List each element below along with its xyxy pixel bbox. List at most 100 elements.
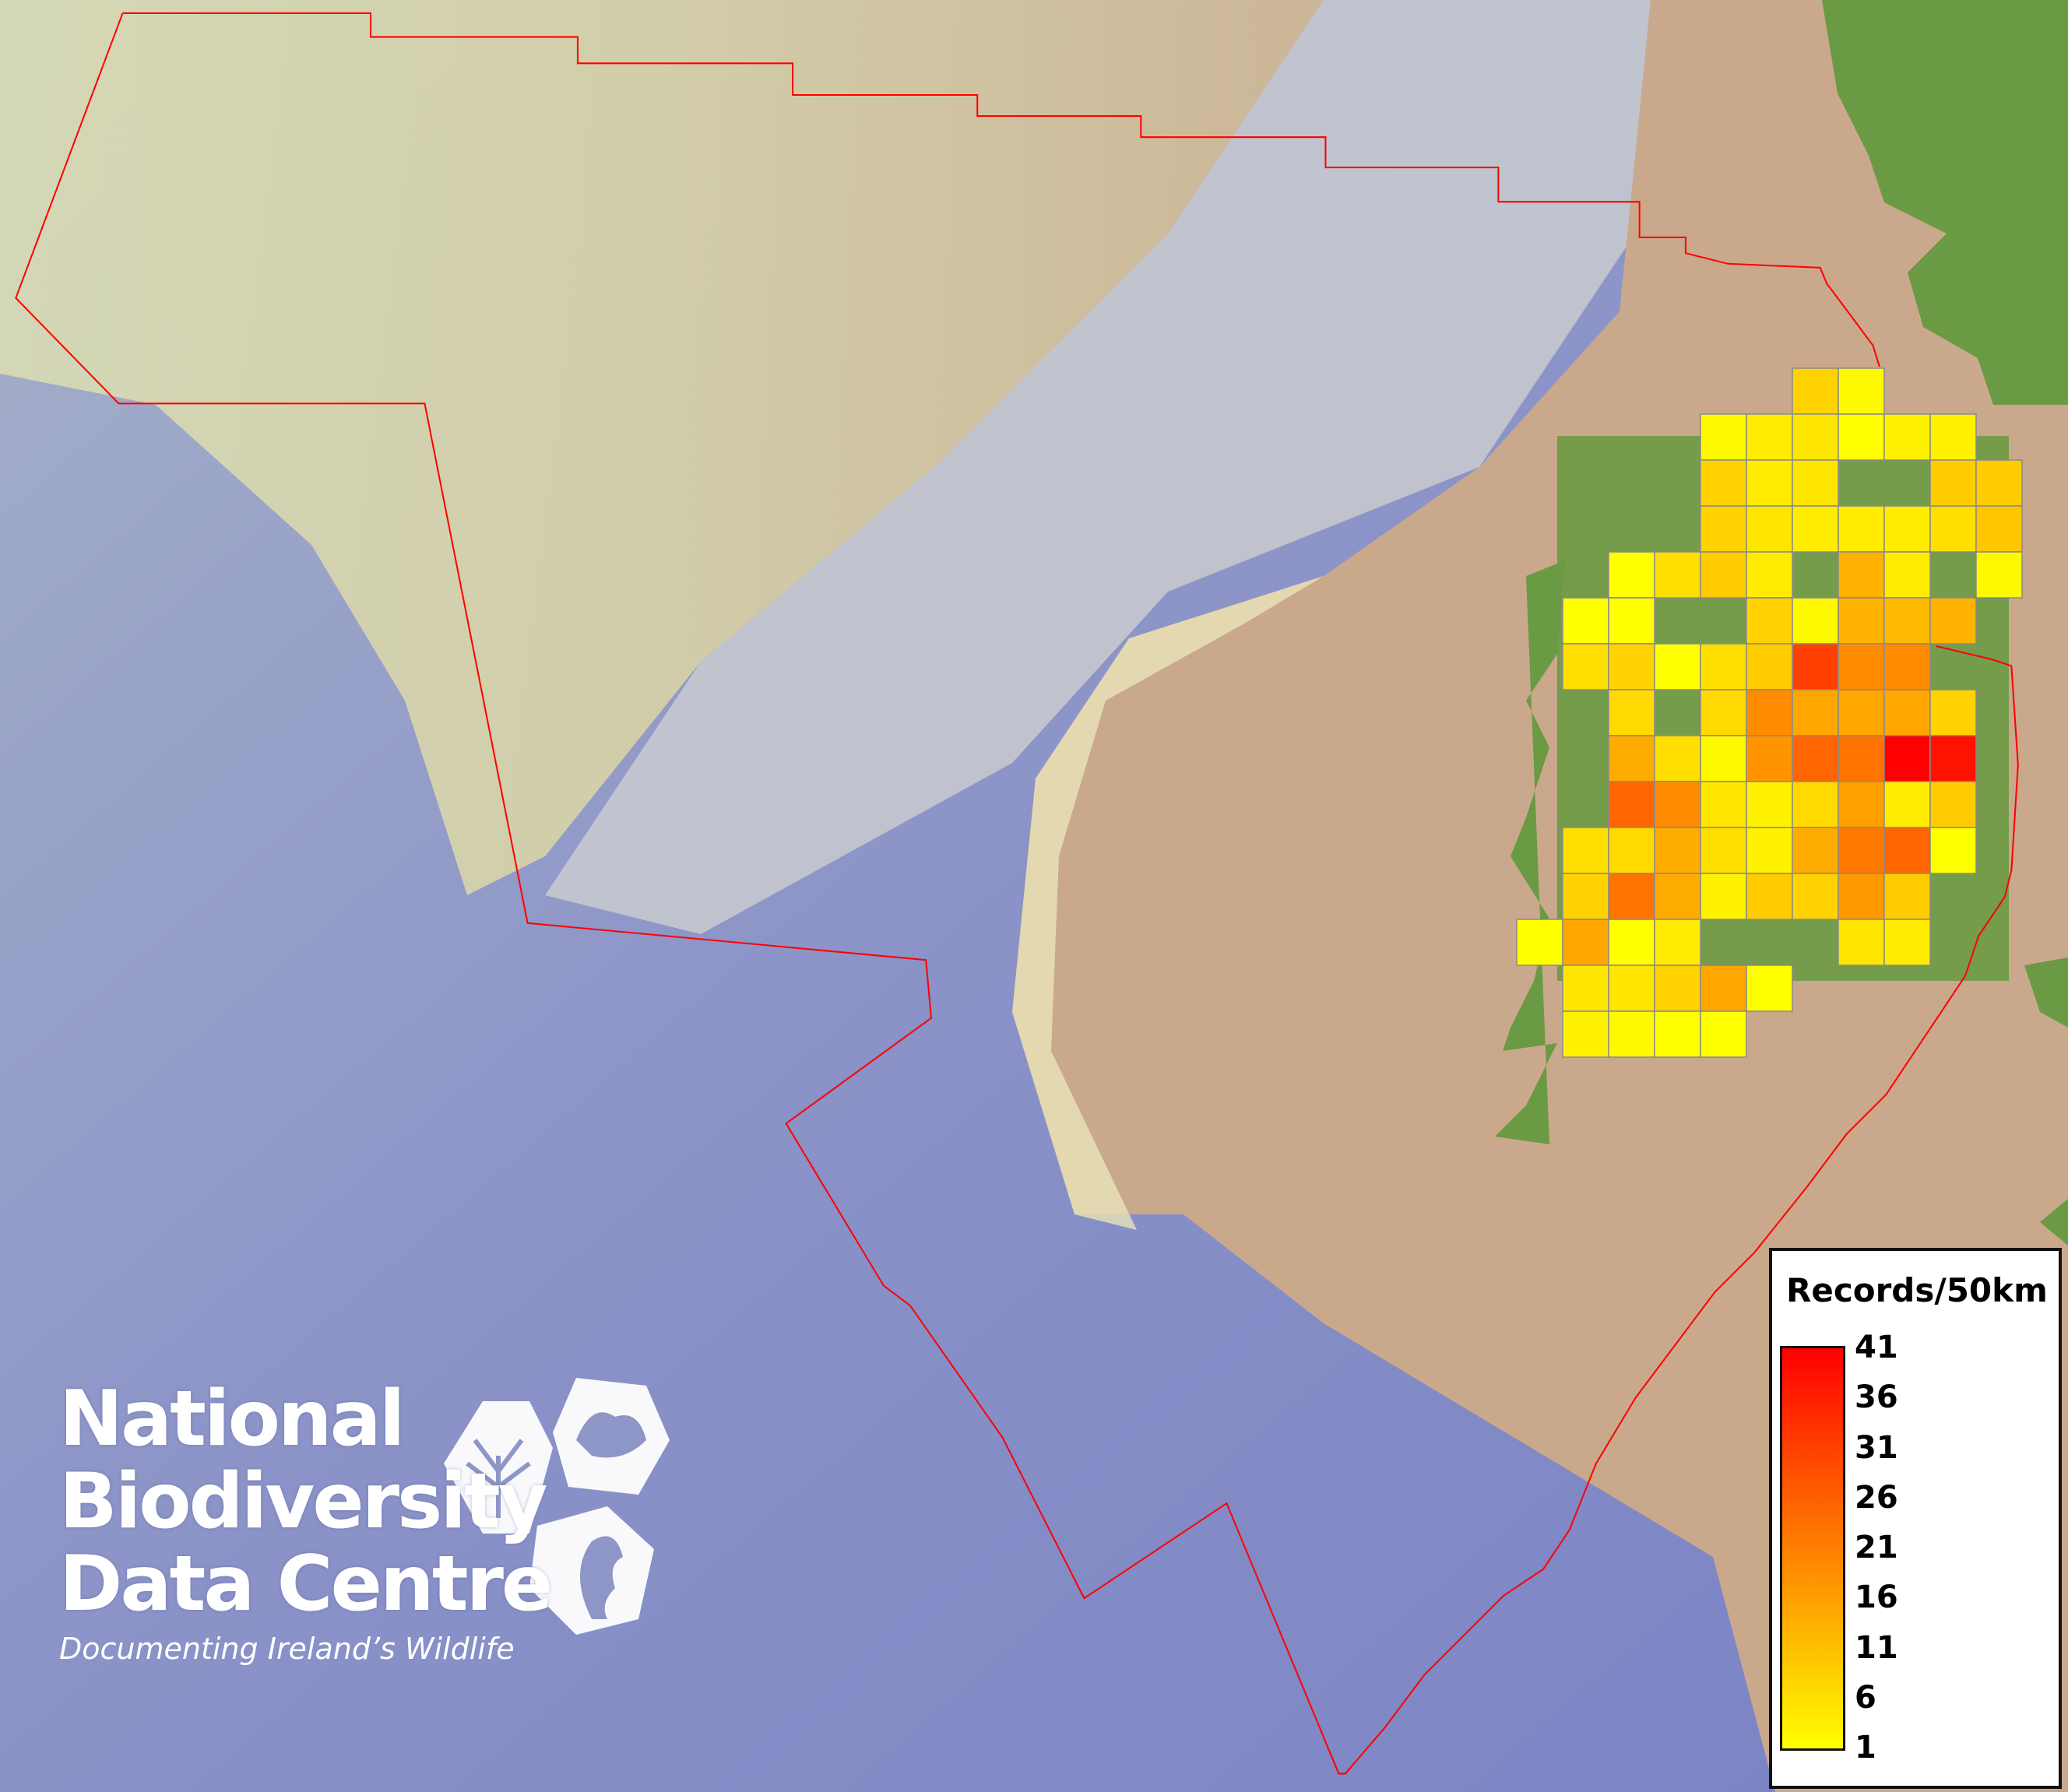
grid-cell	[1562, 919, 1609, 966]
legend-tick-label: 1	[1855, 1730, 1876, 1766]
grid-cell	[1608, 735, 1655, 782]
grid-cell	[1883, 689, 1931, 736]
grid-cell	[1654, 735, 1701, 782]
logo-tagline: Documenting Ireland’s Wildlife	[59, 1632, 515, 1666]
grid-cell	[1792, 735, 1839, 782]
grid-cell	[1654, 1010, 1701, 1058]
grid-cell	[1746, 505, 1793, 553]
legend-tick-label: 6	[1855, 1679, 1876, 1716]
grid-cell	[1792, 505, 1839, 553]
grid-cell	[1700, 1010, 1747, 1058]
legend-tick-label: 21	[1855, 1530, 1898, 1565]
grid-cell	[1562, 597, 1609, 645]
logo-line-2: Biodiversity	[59, 1457, 548, 1546]
grid-cell	[1792, 413, 1839, 461]
grid-cell	[1792, 781, 1839, 828]
grid-cell	[1838, 413, 1885, 461]
grid-cell	[1746, 643, 1793, 690]
grid-cell	[1883, 551, 1931, 599]
grid-cell	[1608, 551, 1655, 599]
grid-cell	[1929, 505, 1977, 553]
ndbc-logo-text: National Biodiversity Data Centre Docume…	[59, 1375, 553, 1666]
grid-cell	[1792, 597, 1839, 645]
grid-cell	[1562, 1010, 1609, 1058]
grid-cell	[1746, 597, 1793, 645]
legend-tick-label: 26	[1855, 1479, 1898, 1516]
grid-cell	[1562, 643, 1609, 690]
grid-cell	[1700, 873, 1747, 920]
grid-cell	[1975, 551, 2023, 599]
legend-tick-label: 36	[1855, 1379, 1898, 1416]
grid-cell	[1838, 367, 1885, 415]
grid-cell	[1929, 827, 1977, 874]
grid-cell	[1838, 827, 1885, 874]
grid-cell	[1792, 873, 1839, 920]
grid-cell	[1746, 735, 1793, 782]
grid-cell	[1883, 735, 1931, 782]
grid-cell	[1654, 965, 1701, 1012]
grid-cell	[1746, 827, 1793, 874]
legend-tick-label: 16	[1855, 1579, 1898, 1616]
grid-cell	[1929, 413, 1977, 461]
grid-cell	[1792, 459, 1839, 507]
ndbc-logo-hexagons	[436, 1370, 701, 1638]
grid-cell	[1608, 919, 1655, 966]
grid-cell	[1975, 505, 2023, 553]
legend: Records/50km 41 36 31 26 21 16 11 6 1	[1769, 1248, 2062, 1789]
grid-cell	[1700, 735, 1747, 782]
grid-cell	[1700, 505, 1747, 553]
grid-cell	[1746, 413, 1793, 461]
grid-cell	[1608, 781, 1655, 828]
grid-cell	[1562, 965, 1609, 1012]
grid-cell	[1929, 781, 1977, 828]
porcupine-bank	[0, 0, 1324, 895]
grid-cell	[1654, 551, 1701, 599]
grid-cell	[1929, 459, 1977, 507]
grid-cell	[1883, 873, 1931, 920]
land-ireland-west	[1495, 560, 1565, 1144]
grid-cell	[1700, 781, 1747, 828]
slope-trough	[545, 0, 1651, 934]
grid-cell	[1792, 689, 1839, 736]
grid-cell	[1700, 965, 1747, 1012]
grid-cell	[1746, 965, 1793, 1012]
grid-cell	[1838, 551, 1885, 599]
grid-cell	[1883, 597, 1931, 645]
grid-cell	[1746, 873, 1793, 920]
legend-tick-label: 31	[1855, 1429, 1898, 1466]
grid-cell	[1975, 459, 2023, 507]
grid-cell	[1838, 689, 1885, 736]
shelf-edge-light	[1012, 576, 1324, 1230]
grid-cell	[1746, 781, 1793, 828]
grid-cell	[1883, 505, 1931, 553]
grid-cell	[1700, 643, 1747, 690]
grid-cell	[1608, 643, 1655, 690]
logo-line-1: National	[59, 1375, 405, 1463]
grid-cell	[1792, 827, 1839, 874]
grid-cell	[1838, 643, 1885, 690]
legend-colorbar	[1780, 1346, 1845, 1751]
grid-cell	[1608, 1010, 1655, 1058]
grid-cell	[1883, 413, 1931, 461]
grid-cell	[1654, 873, 1701, 920]
grid-cell	[1883, 827, 1931, 874]
grid-cell	[1562, 873, 1609, 920]
grid-cell	[1654, 827, 1701, 874]
grid-cell	[1608, 597, 1655, 645]
eez-boundary-south	[15, 12, 2019, 1775]
grid-cell	[1608, 689, 1655, 736]
grid-cell	[1700, 459, 1747, 507]
grid-cell	[1654, 919, 1701, 966]
grid-cell	[1838, 505, 1885, 553]
grid-cell	[1516, 919, 1563, 966]
grid-cell	[1654, 781, 1701, 828]
logo-line-3: Data Centre	[59, 1540, 553, 1629]
legend-title: Records/50km	[1786, 1271, 2048, 1309]
grid-cell	[1562, 827, 1609, 874]
legend-tick-label: 41	[1855, 1330, 1898, 1365]
grid-cell	[1838, 873, 1885, 920]
grid-cell	[1608, 873, 1655, 920]
grid-cell	[1746, 551, 1793, 599]
grid-cell	[1883, 919, 1931, 966]
grid-cell	[1883, 781, 1931, 828]
